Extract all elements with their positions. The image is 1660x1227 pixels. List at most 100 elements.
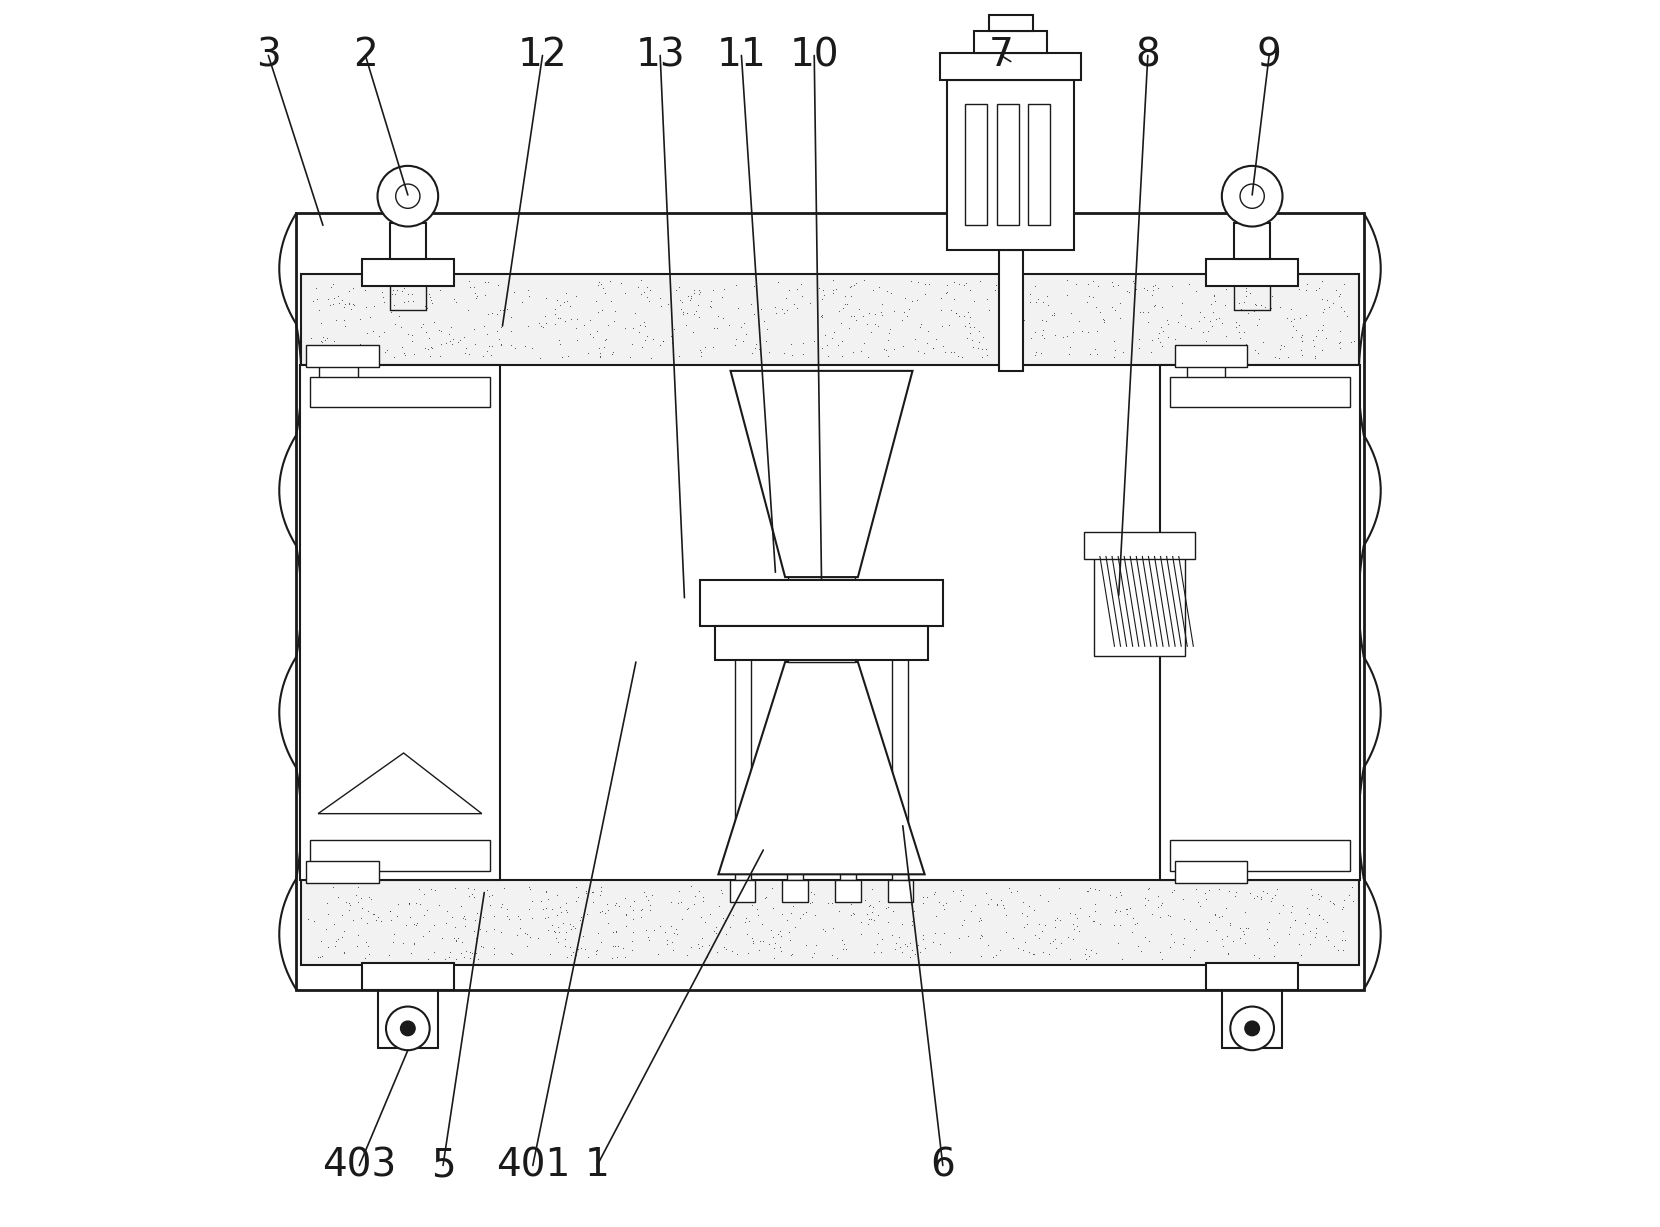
Point	[1237, 883, 1263, 903]
Point	[551, 929, 578, 948]
Point	[1120, 274, 1147, 293]
Point	[1189, 323, 1215, 342]
Point	[1213, 926, 1240, 946]
Point	[1177, 947, 1203, 967]
Point	[1326, 321, 1353, 341]
Point	[1192, 883, 1218, 903]
Point	[387, 318, 413, 337]
Point	[710, 936, 737, 956]
Point	[777, 903, 803, 923]
Bar	[888, 881, 913, 902]
Point	[1248, 890, 1275, 909]
Point	[669, 292, 696, 312]
Point	[945, 346, 971, 366]
Point	[415, 340, 442, 360]
Point	[662, 280, 689, 299]
Point	[563, 918, 589, 937]
Point	[956, 308, 983, 328]
Point	[627, 285, 654, 304]
Point	[636, 292, 662, 312]
Point	[875, 897, 901, 917]
Point	[619, 335, 646, 355]
Point	[533, 881, 559, 901]
Point	[418, 337, 445, 357]
Point	[1330, 897, 1356, 917]
Point	[498, 307, 525, 326]
Point	[1208, 929, 1235, 948]
Point	[400, 345, 427, 364]
Point	[1310, 271, 1336, 291]
Point	[1145, 324, 1172, 344]
Point	[470, 315, 496, 335]
Point	[359, 890, 385, 909]
Point	[968, 946, 994, 966]
Point	[1041, 325, 1067, 345]
Bar	[1170, 377, 1351, 407]
Point	[707, 880, 734, 899]
Point	[579, 328, 606, 347]
Point	[395, 893, 422, 913]
Point	[657, 892, 684, 912]
Point	[1301, 326, 1328, 346]
Point	[559, 917, 586, 936]
Point	[998, 328, 1024, 347]
Point	[1074, 881, 1101, 901]
Point	[855, 314, 881, 334]
Point	[380, 933, 407, 952]
Point	[1207, 880, 1233, 899]
Point	[1306, 279, 1333, 298]
Point	[1195, 321, 1222, 341]
Circle shape	[387, 1006, 430, 1050]
Point	[347, 309, 374, 329]
Point	[525, 929, 551, 948]
Point	[797, 893, 823, 913]
Point	[450, 328, 476, 347]
Point	[1011, 892, 1038, 912]
Point	[453, 941, 480, 961]
Bar	[974, 31, 1047, 53]
Point	[588, 344, 614, 363]
Point	[1169, 293, 1195, 313]
Point	[815, 893, 842, 913]
Point	[619, 901, 646, 920]
Point	[340, 294, 367, 314]
Point	[374, 340, 400, 360]
Point	[1026, 914, 1052, 934]
Bar	[1207, 963, 1298, 989]
Point	[966, 333, 993, 352]
Point	[706, 307, 732, 326]
Point	[1028, 342, 1054, 362]
Point	[661, 940, 687, 960]
Point	[1147, 331, 1174, 351]
Point	[599, 936, 626, 956]
Point	[687, 907, 714, 926]
Point	[488, 318, 515, 337]
Point	[1187, 896, 1213, 915]
Point	[1072, 950, 1099, 969]
Point	[427, 896, 453, 915]
Point	[320, 288, 347, 308]
Point	[1023, 342, 1049, 362]
Point	[782, 886, 808, 906]
Point	[1315, 290, 1341, 309]
Point	[1165, 312, 1192, 331]
Point	[1086, 880, 1112, 899]
Point	[1162, 933, 1189, 952]
Point	[1305, 906, 1331, 925]
Point	[405, 879, 432, 898]
Point	[742, 339, 769, 358]
Point	[759, 879, 785, 898]
Point	[1323, 280, 1350, 299]
Point	[784, 280, 810, 299]
Point	[1278, 897, 1305, 917]
Point	[717, 918, 744, 937]
Bar	[835, 881, 862, 902]
Point	[1062, 275, 1089, 294]
Point	[1242, 340, 1268, 360]
Point	[1059, 929, 1086, 948]
Point	[455, 886, 481, 906]
Point	[1081, 339, 1107, 358]
Point	[526, 348, 553, 368]
Point	[1270, 336, 1296, 356]
Point	[471, 285, 498, 304]
